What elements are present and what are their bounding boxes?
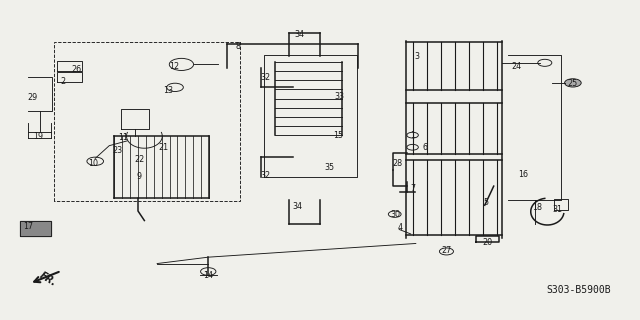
Text: 25: 25 [567,79,577,88]
Polygon shape [20,221,51,236]
Text: 14: 14 [204,271,213,280]
Text: 1: 1 [410,131,415,140]
Text: 19: 19 [33,132,43,140]
Text: 26: 26 [71,65,81,74]
Text: 32: 32 [260,171,271,180]
Text: 6: 6 [423,143,428,152]
Text: 13: 13 [164,86,173,95]
Text: 34: 34 [292,202,303,211]
Text: 23: 23 [113,146,123,155]
Text: 35: 35 [324,164,335,172]
Text: 7: 7 [410,184,415,193]
Text: 33: 33 [334,92,344,101]
Text: S303-B5900B: S303-B5900B [546,285,611,295]
Text: 3: 3 [415,52,420,61]
Text: 32: 32 [260,73,271,82]
Text: 29: 29 [28,93,38,102]
Text: 18: 18 [532,203,542,212]
Text: 9: 9 [136,172,141,181]
Text: 4: 4 [397,223,403,232]
Text: 15: 15 [333,131,343,140]
Text: 24: 24 [511,61,522,70]
Text: FR.: FR. [38,270,58,288]
Text: 27: 27 [442,246,452,255]
Text: 21: 21 [159,143,168,152]
Text: 16: 16 [518,170,528,179]
Text: 11: 11 [118,133,128,142]
Text: 34: 34 [294,30,305,39]
Text: 2: 2 [61,77,66,86]
Text: 31: 31 [552,205,563,214]
Circle shape [564,79,581,87]
Text: 5: 5 [483,197,488,206]
Text: 28: 28 [393,159,403,168]
Text: 20: 20 [483,238,492,247]
Text: 10: 10 [88,159,99,168]
Text: 12: 12 [170,62,179,71]
Text: 22: 22 [135,155,145,164]
Text: 17: 17 [23,222,33,231]
Text: 30: 30 [390,210,401,219]
Text: 8: 8 [236,42,241,52]
